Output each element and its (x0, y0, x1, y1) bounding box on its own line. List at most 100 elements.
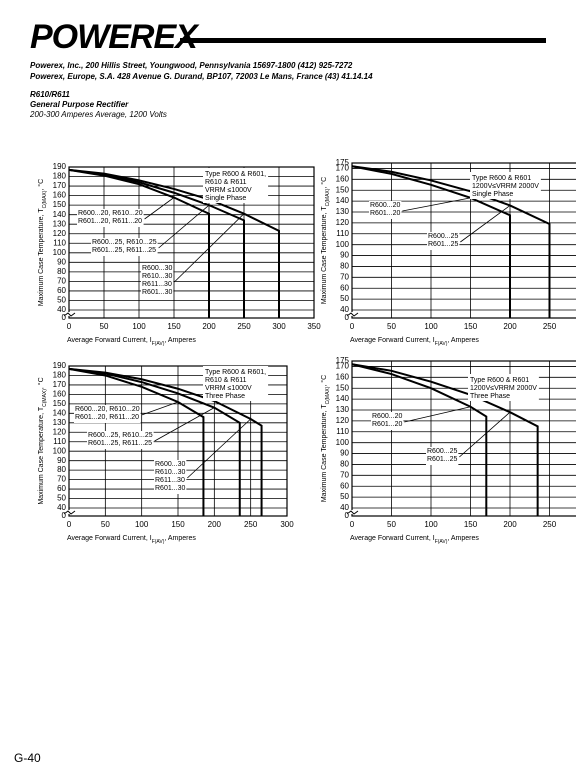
y-tick-label: 40 (57, 305, 66, 314)
curve-label: R600...25 (427, 448, 457, 455)
label-arrow (459, 411, 511, 458)
x-tick-label: 100 (424, 322, 438, 331)
curve-label: R600...20 (372, 413, 402, 420)
y-tick-label: 160 (53, 390, 67, 399)
y-tick-label: 160 (53, 191, 67, 200)
y-axis-label-part: , °C (37, 179, 45, 191)
x-tick-label: 0 (350, 520, 355, 529)
note-text: Three Phase (205, 393, 245, 400)
y-tick-label: 60 (340, 481, 349, 490)
x-tick-label: 50 (387, 322, 396, 331)
y-tick-label: 130 (336, 207, 350, 216)
plot-frame (351, 360, 576, 517)
address-line: Powerex, Inc., 200 Hillis Street, Youngw… (30, 61, 353, 70)
note-bg (470, 172, 541, 199)
y-tick-label: 70 (340, 470, 349, 479)
y-tick-label: 170 (53, 380, 67, 389)
curve-label: R601...25, R611...25 (88, 440, 152, 447)
curve-label: R611...30 (155, 477, 185, 484)
y-axis-label-part: Maximum Case Temperature, T (321, 404, 328, 502)
y-tick-label: 90 (57, 456, 66, 465)
curve-label: R610...30 (142, 273, 172, 280)
y-tick-label: 120 (336, 416, 350, 425)
y-axis-label-part: , °C (37, 377, 45, 389)
curve-label: R601...25 (427, 456, 457, 463)
y-tick-label: 190 (53, 361, 67, 370)
curve (351, 165, 511, 318)
label-bg (141, 264, 174, 298)
logo: POWEREX (30, 18, 200, 56)
x-axis-label-part: F(AV) (152, 341, 165, 347)
x-axis-label-part: Average Forward Current, I (350, 535, 435, 542)
y-tick-label: 60 (340, 283, 349, 292)
y-tick-label: 100 (53, 446, 67, 455)
label-bg (426, 447, 459, 465)
curve-label: R601...20, R611...20 (75, 414, 139, 421)
y-tick-label: 190 (53, 162, 67, 171)
label-bg (87, 431, 154, 449)
y-tick-label: 175 (336, 356, 350, 365)
axis-break (63, 312, 76, 317)
curve-label: R600...20 (370, 202, 400, 209)
plot-frame (68, 166, 315, 319)
curve-label: R600...20, R610...20 (78, 210, 143, 217)
part-number: R610/R611 (30, 90, 70, 99)
y-tick-label: 40 (340, 503, 349, 512)
x-axis-label-part: , Amperes (447, 337, 479, 344)
note-bg (203, 168, 269, 203)
x-tick-label: 100 (424, 520, 438, 529)
y-tick-label: 100 (336, 438, 350, 447)
y-tick-label: 90 (340, 251, 349, 260)
note-text: Type R600 & R601, (205, 171, 266, 178)
y-tick-label: 110 (336, 229, 349, 238)
label-arrow (460, 205, 511, 243)
x-tick-label: 250 (543, 322, 557, 331)
note-text: Type R600 & R601 (472, 175, 531, 182)
y-axis-label: Maximum Case Temperature, TC(MAX), °C (320, 177, 331, 304)
note-bg (468, 374, 539, 401)
y-tick-label: 150 (336, 185, 350, 194)
curve-label: R601...20 (370, 210, 400, 217)
x-tick-label: 250 (244, 520, 258, 529)
y-tick-label: 50 (340, 492, 349, 501)
y-tick-label: 130 (336, 405, 350, 414)
label-bg (91, 238, 158, 256)
y-tick-label: 40 (340, 305, 349, 314)
x-tick-label: 150 (171, 520, 185, 529)
note-bg (203, 366, 269, 401)
y-tick-label: 110 (53, 238, 66, 247)
y-axis-label-part: C(MAX) (42, 389, 48, 407)
y-tick-label: 170 (336, 164, 350, 173)
y-tick-label: 180 (53, 371, 67, 380)
y-tick-label: 40 (57, 503, 66, 512)
y-tick-label: 80 (340, 460, 349, 469)
x-tick-label: 50 (387, 520, 396, 529)
y-axis-label: Maximum Case Temperature, TC(MAX), °C (37, 179, 48, 306)
note-text: Type R600 & R601, (205, 369, 266, 376)
curve-label: R601...20, R611...20 (78, 218, 142, 225)
curve-label: R600...25, R610...25 (88, 432, 153, 439)
curve-label: R600...25 (428, 233, 458, 240)
label-arrow (402, 197, 471, 212)
curve-label: R601...30 (142, 289, 172, 296)
note-text: Type R600 & R601 (470, 377, 529, 384)
curve (68, 367, 205, 516)
x-tick-label: 100 (132, 322, 146, 331)
plot-frame (351, 162, 576, 319)
y-tick-label: 80 (57, 465, 66, 474)
x-axis-label: Average Forward Current, IF(AV), Amperes (67, 535, 196, 545)
label-bg (74, 405, 141, 423)
curve-label: R600...25, R610...25 (92, 239, 157, 246)
y-axis-label-part: Maximum Case Temperature, T (38, 208, 45, 306)
address-line: Powerex, Europe, S.A. 428 Avenue G. Dura… (30, 72, 373, 81)
label-arrow (141, 401, 179, 416)
curve-label: R610...30 (155, 469, 185, 476)
curve-label: R600...20, R610...20 (75, 406, 140, 413)
y-tick-label: 50 (57, 494, 66, 503)
axis-break (346, 510, 359, 515)
curve (68, 168, 280, 318)
y-tick-label: 120 (336, 218, 350, 227)
note-text: 1200V≤VRRM 2000V (472, 183, 539, 190)
y-tick-label: 50 (340, 294, 349, 303)
